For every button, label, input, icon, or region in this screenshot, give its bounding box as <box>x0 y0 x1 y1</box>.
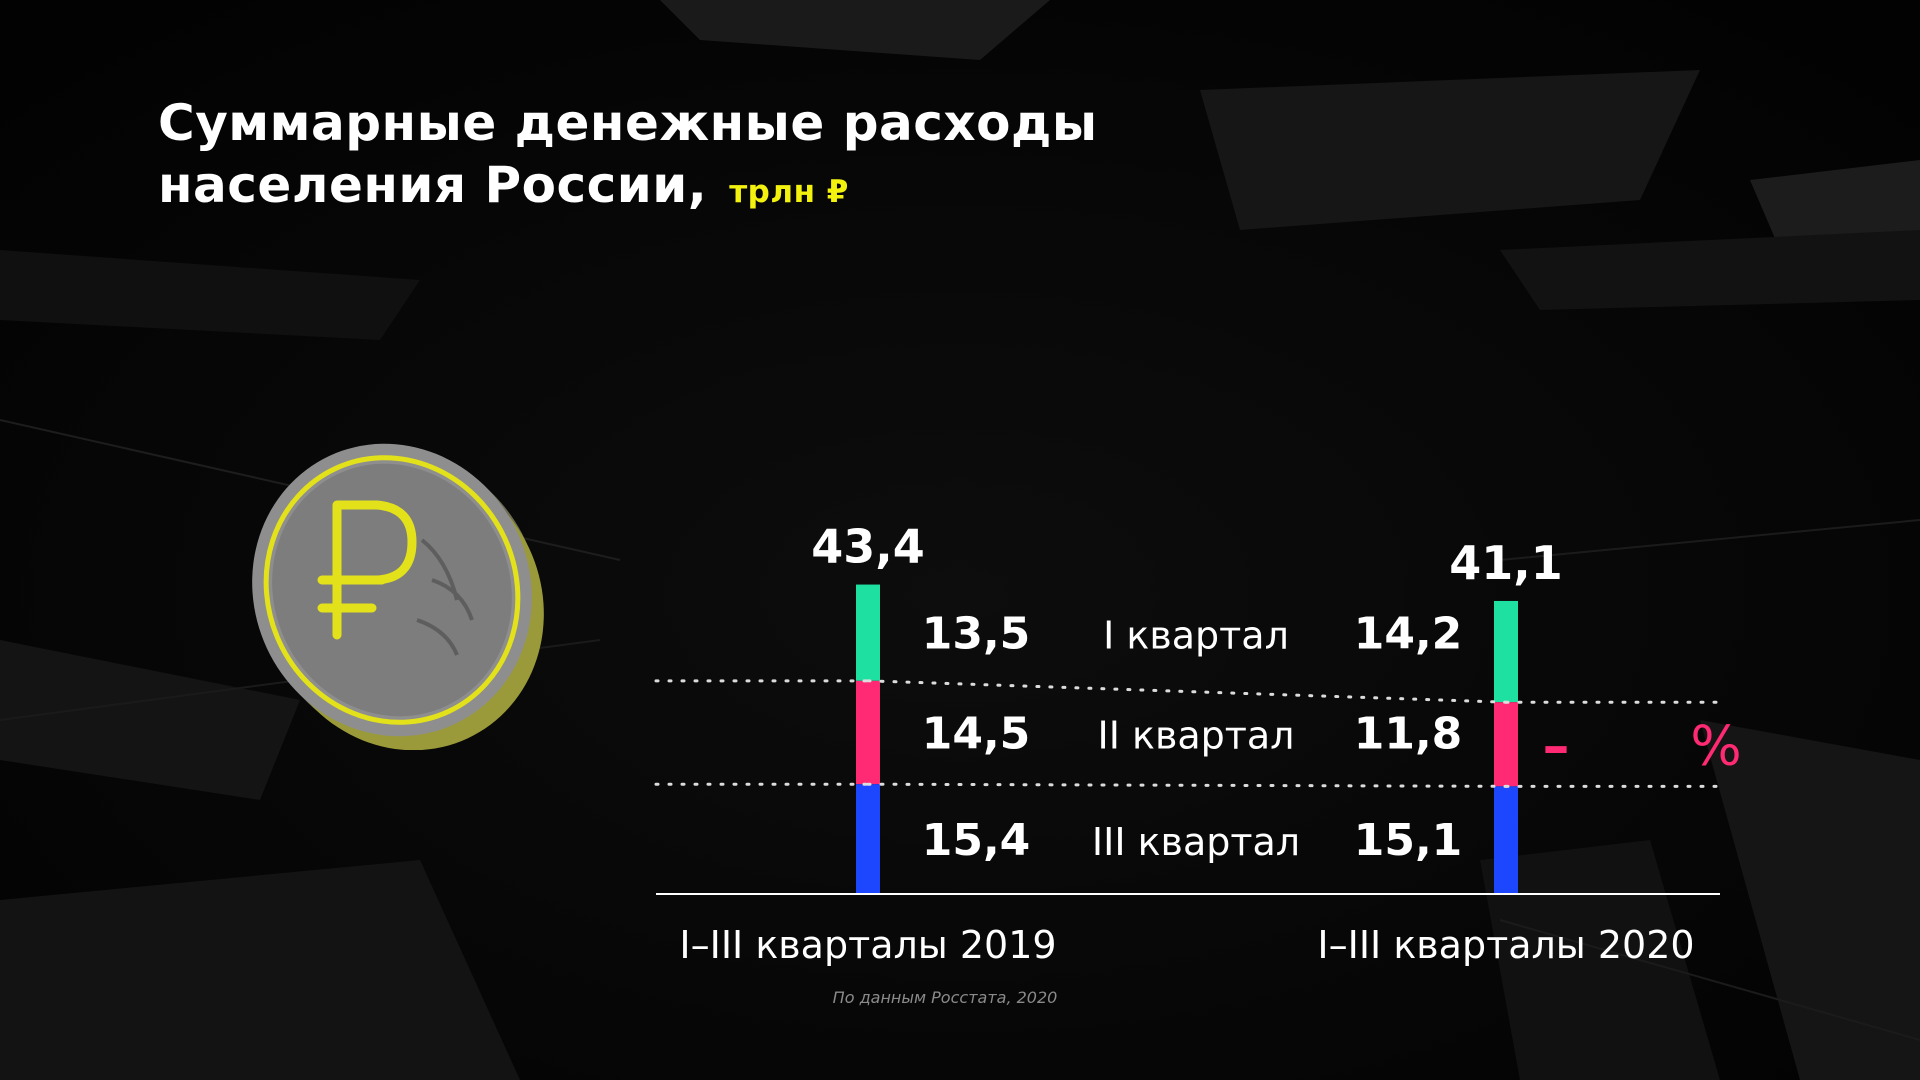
data-label-2020-q2: 11,8 <box>1354 709 1463 760</box>
bar-segment-2-2 <box>1494 702 1518 787</box>
title-unit: трлн ₽ <box>729 174 849 210</box>
data-label-2020-q3: 15,1 <box>1354 815 1463 866</box>
data-label-2020-q1: 14,2 <box>1354 609 1463 660</box>
bar-segment-2-1 <box>856 680 880 785</box>
data-label-2019-q3: 15,4 <box>922 815 1031 866</box>
separator-mid-1 <box>866 679 1508 704</box>
series-label-q1: I квартал <box>1103 614 1289 658</box>
bar-segment-1-1 <box>856 584 880 681</box>
source-note: По данным Росстата, 2020 <box>832 988 1058 1007</box>
total-label-2: 41,1 <box>1449 536 1563 590</box>
series-label-q2: II квартал <box>1098 714 1295 758</box>
bar-segment-1-2 <box>1494 600 1518 703</box>
ruble-coin-icon <box>252 443 544 750</box>
bar-segment-3-1 <box>856 784 880 894</box>
data-label-2019-q1: 13,5 <box>922 609 1031 660</box>
title-line-1: Суммарные денежные расходы <box>158 94 1098 152</box>
data-label-2019-q2: 14,5 <box>922 709 1031 760</box>
bar-segment-3-2 <box>1494 786 1518 894</box>
category-label-1: I–III кварталы 2019 <box>679 923 1056 967</box>
separator-mid-2 <box>866 782 1508 788</box>
title-line-2: населения России, <box>158 156 708 214</box>
total-label-1: 43,4 <box>811 520 925 574</box>
category-label-2: I–III кварталы 2020 <box>1317 923 1694 967</box>
chart-title: Суммарные денежные расходы населения Рос… <box>158 92 1098 223</box>
series-label-q3: III квартал <box>1092 820 1300 864</box>
change-minus-sign: – <box>1543 714 1570 777</box>
change-percent-sign: % <box>1690 714 1741 777</box>
